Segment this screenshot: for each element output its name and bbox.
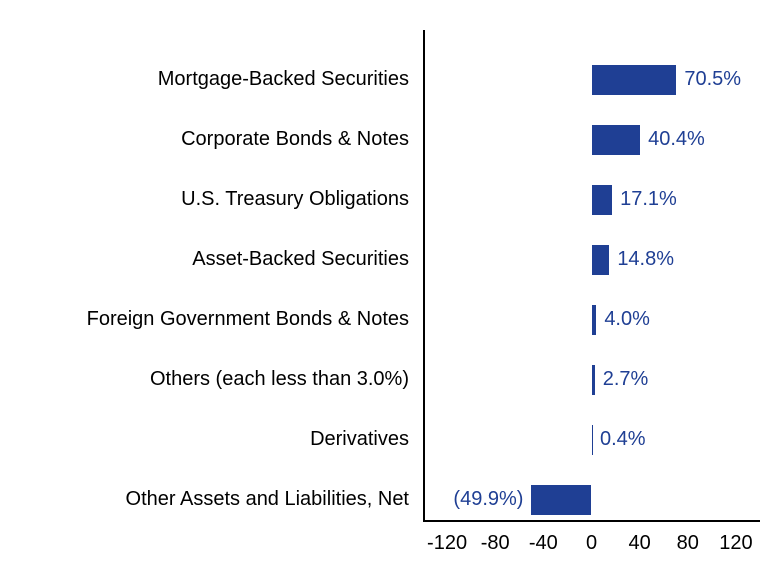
- bar: [531, 485, 591, 515]
- value-label: 0.4%: [600, 428, 646, 451]
- category-label: U.S. Treasury Obligations: [181, 188, 409, 211]
- x-tick-label: 120: [706, 532, 766, 555]
- category-label: Foreign Government Bonds & Notes: [87, 308, 409, 331]
- x-axis-line: [423, 520, 760, 522]
- allocation-bar-chart: Mortgage-Backed Securities 70.5% Corporate…: [0, 0, 780, 588]
- bar: [592, 365, 595, 395]
- value-label: (49.9%): [453, 488, 523, 511]
- bar: [592, 185, 613, 215]
- value-label: 70.5%: [684, 68, 741, 91]
- category-label: Mortgage-Backed Securities: [158, 68, 409, 91]
- category-label: Others (each less than 3.0%): [150, 368, 409, 391]
- value-label: 40.4%: [648, 128, 705, 151]
- value-label: 14.8%: [617, 248, 674, 271]
- value-label: 4.0%: [604, 308, 650, 331]
- value-label: 2.7%: [603, 368, 649, 391]
- bar: [592, 245, 610, 275]
- value-label: 17.1%: [620, 188, 677, 211]
- category-label: Derivatives: [310, 428, 409, 451]
- category-label: Asset-Backed Securities: [192, 248, 409, 271]
- category-label: Corporate Bonds & Notes: [181, 128, 409, 151]
- category-label: Other Assets and Liabilities, Net: [126, 488, 409, 511]
- bar: [592, 125, 641, 155]
- bar: [592, 65, 677, 95]
- y-axis-line: [423, 30, 425, 520]
- bar: [592, 425, 593, 455]
- bar: [592, 305, 597, 335]
